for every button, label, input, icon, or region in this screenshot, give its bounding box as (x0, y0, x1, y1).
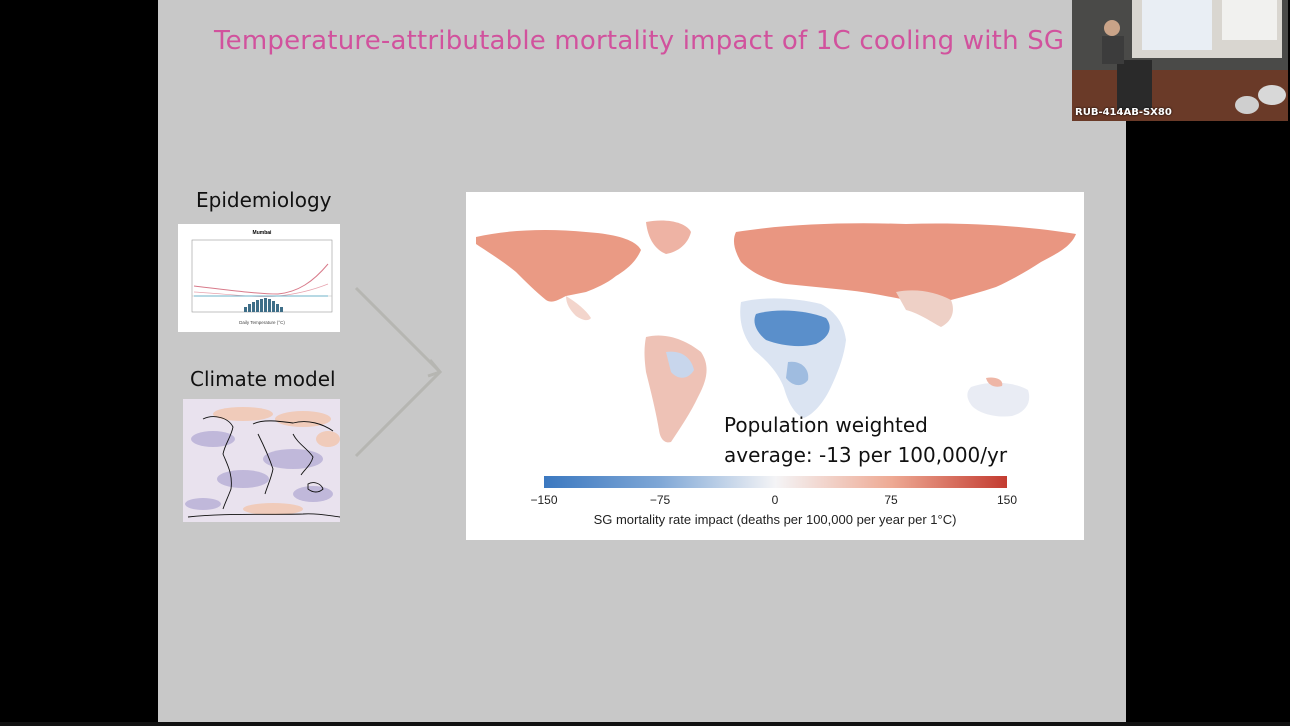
population-weighted-average-text: Population weighted average: -13 per 100… (724, 410, 1007, 470)
population-text-line1: Population weighted (724, 413, 928, 437)
bottom-border (0, 722, 1290, 726)
legend-title: SG mortality rate impact (deaths per 100… (593, 512, 957, 527)
epidemiology-label: Epidemiology (196, 188, 332, 212)
legend-tick: −75 (649, 493, 671, 507)
population-text-line2: average: -13 per 100,000/yr (724, 443, 1008, 467)
legend-tick: 150 (996, 493, 1018, 507)
legend-tick: −150 (530, 493, 558, 507)
climate-model-label: Climate model (190, 367, 336, 391)
webcam-video-feed: RUB-414AB-SX80 (1072, 0, 1288, 121)
slide-title: Temperature-attributable mortality impac… (214, 26, 1065, 56)
epi-chart-xlabel: Daily Temperature (°C) (239, 320, 285, 325)
webcam-room-label: RUB-414AB-SX80 (1075, 107, 1172, 118)
flow-arrows (354, 286, 443, 458)
legend-colorbar (544, 476, 1007, 488)
epidemiology-chart-thumbnail: Mumbai Daily Temperature (°C) (178, 224, 340, 332)
epi-chart-title: Mumbai (253, 230, 273, 236)
legend-tick: 75 (884, 493, 898, 507)
legend-tick: 0 (771, 493, 779, 507)
presentation-slide: Temperature-attributable mortality impac… (158, 0, 1126, 722)
world-mortality-map (476, 220, 1076, 443)
climate-model-map-thumbnail (183, 399, 340, 522)
mortality-impact-map-panel: Population weighted average: -13 per 100… (466, 192, 1084, 540)
